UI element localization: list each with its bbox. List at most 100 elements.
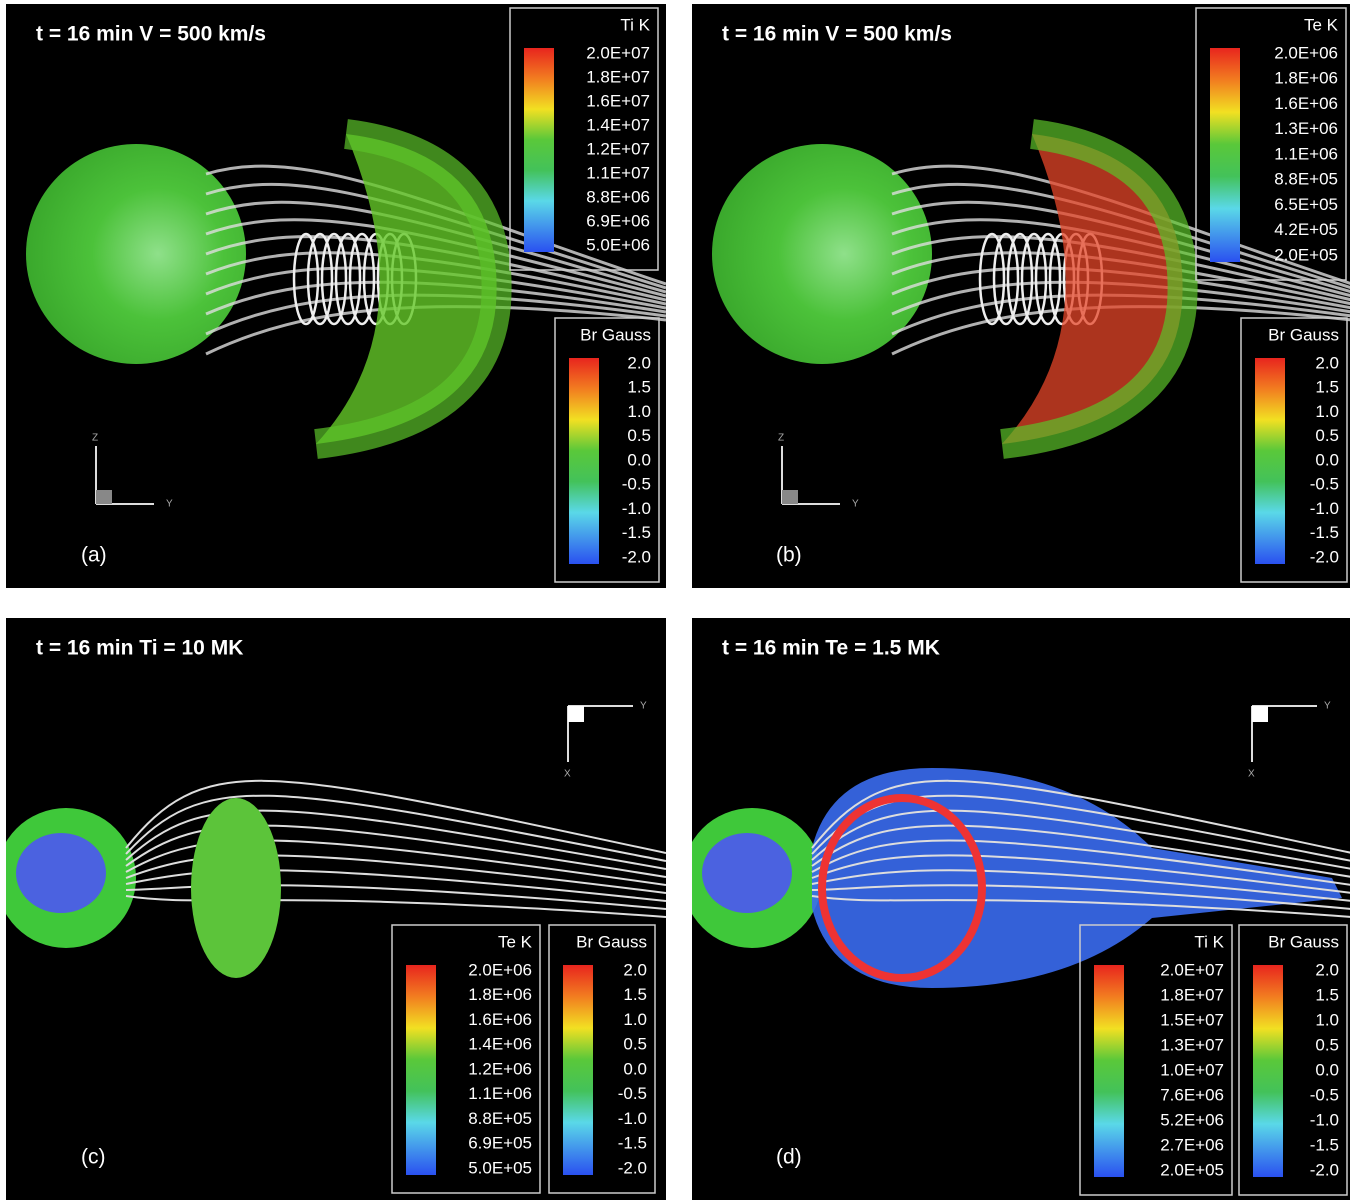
colorbar-label: -1.5: [618, 1134, 647, 1153]
colorbar-label: 1.3E+07: [1160, 1035, 1224, 1054]
colorbar-label: 2.0: [1315, 353, 1339, 372]
colorbar-label: 0.0: [627, 450, 651, 469]
panel-title: t = 16 min Te = 1.5 MK: [722, 637, 940, 660]
colorbar-label: -1.0: [622, 499, 651, 518]
axis-cube: [96, 490, 112, 504]
colorbar-label: 2.0E+05: [1274, 245, 1338, 264]
axis-cube: [1252, 706, 1268, 722]
colorbar-label: 2.0: [627, 353, 651, 372]
panel-label: (c): [81, 1146, 106, 1169]
colorbar-gradient: [1210, 48, 1240, 262]
colorbar-title: Ti K: [620, 15, 650, 34]
figure: (() => { const data = JSON.parse(documen…: [0, 0, 1367, 1203]
colorbar-label: -0.5: [618, 1084, 647, 1103]
panel-title: t = 16 min V = 500 km/s: [722, 23, 952, 46]
axis-cube: [568, 706, 584, 722]
colorbar-label: 1.5: [1315, 378, 1339, 397]
panel-title: t = 16 min V = 500 km/s: [36, 23, 266, 46]
colorbar-label: 1.8E+06: [468, 985, 532, 1004]
colorbar-title: Br Gauss: [1268, 325, 1339, 344]
colorbar-title: Br Gauss: [580, 325, 651, 344]
colorbar-label: 5.0E+06: [586, 235, 650, 254]
colorbar-label: 1.5: [623, 985, 647, 1004]
colorbar-label: -0.5: [622, 475, 651, 494]
colorbar-gradient: [524, 48, 554, 252]
colorbar-label: 2.0: [1315, 960, 1339, 979]
coil: [994, 234, 1018, 324]
colorbar-label: 1.5E+07: [1160, 1010, 1224, 1029]
colorbar-label: 6.9E+06: [586, 211, 650, 230]
colorbar-title: Br Gauss: [576, 932, 647, 951]
colorbar-label: -1.0: [618, 1109, 647, 1128]
colorbar-label: 1.2E+07: [586, 139, 650, 158]
scene: [692, 768, 1350, 988]
colorbar-label: 0.0: [1315, 450, 1339, 469]
colorbar-label: 1.0E+07: [1160, 1060, 1224, 1079]
colorbar-label: 0.5: [623, 1035, 647, 1054]
colorbar-label: 2.0E+07: [586, 43, 650, 62]
colorbar-label: 2.7E+06: [1160, 1135, 1224, 1154]
colorbar-gradient: [406, 965, 436, 1175]
colorbar-gradient: [1094, 965, 1124, 1177]
colorbar-label: 0.5: [1315, 1035, 1339, 1054]
coil: [294, 234, 318, 324]
coil: [322, 234, 346, 324]
colorbar-label: -1.0: [1310, 1110, 1339, 1129]
colorbar-label: 1.3E+06: [1274, 119, 1338, 138]
axis-label: Y: [1324, 701, 1331, 712]
axis-label: Y: [852, 499, 859, 510]
colorbar-label: 5.0E+05: [468, 1158, 532, 1177]
colorbar-label: -0.5: [1310, 475, 1339, 494]
panel-canvas: t = 16 min V = 500 km/s(b)ZYTe K2.0E+061…: [692, 4, 1350, 588]
colorbar-label: 7.6E+06: [1160, 1085, 1224, 1104]
colorbar-label: 6.9E+05: [468, 1134, 532, 1153]
colorbar-label: -2.0: [618, 1158, 647, 1177]
panel-title: t = 16 min Ti = 10 MK: [36, 637, 243, 660]
colorbar-label: 2.0: [623, 960, 647, 979]
coil: [1008, 234, 1032, 324]
colorbar-label: 1.8E+07: [1160, 985, 1224, 1004]
colorbar-gradient: [563, 965, 593, 1175]
colorbar-label: 4.2E+05: [1274, 220, 1338, 239]
colorbar-label: 1.0: [1315, 402, 1339, 421]
panel-label: (d): [776, 1146, 802, 1169]
colorbar-label: -1.5: [622, 523, 651, 542]
colorbar-label: 8.8E+06: [586, 187, 650, 206]
colorbar-label: 2.0E+07: [1160, 960, 1224, 979]
axis-label: Y: [166, 499, 173, 510]
colorbar-label: 2.0E+05: [1160, 1160, 1224, 1179]
colorbar-gradient: [1255, 358, 1285, 564]
axis-label: X: [564, 769, 571, 780]
colorbar-label: 8.8E+05: [1274, 170, 1338, 189]
colorbar-label: 2.0E+06: [1274, 43, 1338, 62]
colorbar-label: 1.2E+06: [468, 1059, 532, 1078]
colorbar-label: 1.8E+06: [1274, 69, 1338, 88]
panel-label: (a): [81, 544, 107, 567]
colorbar-label: -1.5: [1310, 523, 1339, 542]
coil: [308, 234, 332, 324]
colorbar-label: 1.0: [627, 402, 651, 421]
colorbar-label: 1.1E+06: [1274, 144, 1338, 163]
sun-spot: [702, 833, 792, 913]
colorbar-label: 1.5: [627, 378, 651, 397]
colorbar-label: 1.1E+06: [468, 1084, 532, 1103]
colorbar-label: -1.0: [1310, 499, 1339, 518]
coil: [980, 234, 1004, 324]
colorbar-label: 6.5E+05: [1274, 195, 1338, 214]
colorbar-label: 5.2E+06: [1160, 1110, 1224, 1129]
coil: [336, 234, 360, 324]
colorbar-gradient: [569, 358, 599, 564]
colorbar-label: 1.4E+06: [468, 1035, 532, 1054]
axis-label: Y: [640, 701, 647, 712]
colorbar-label: 0.0: [623, 1059, 647, 1078]
axis-label: Z: [92, 433, 98, 444]
colorbar-label: 1.0: [623, 1010, 647, 1029]
colorbar-label: -2.0: [1310, 1160, 1339, 1179]
axis-label: X: [1248, 769, 1255, 780]
coil: [1022, 234, 1046, 324]
colorbar-label: 1.6E+06: [1274, 94, 1338, 113]
colorbar-label: -2.0: [622, 547, 651, 566]
